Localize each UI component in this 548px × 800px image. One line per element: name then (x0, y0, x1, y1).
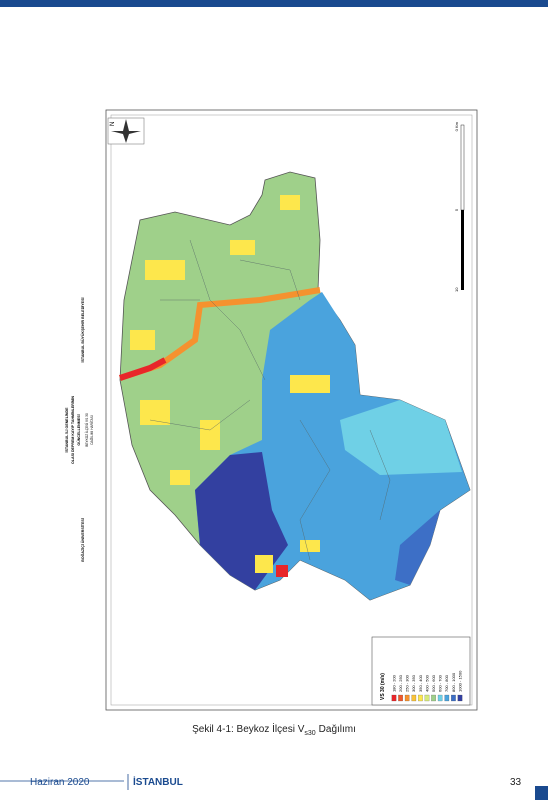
title-block-text: GÜNCELLENMESİ (76, 414, 81, 445)
legend-swatch (411, 694, 417, 702)
legend-label: 350 - 400 (418, 674, 423, 692)
red-corridor (119, 357, 167, 381)
legend-swatch (431, 694, 436, 702)
district-map (119, 171, 471, 601)
legend-label: 300 - 350 (411, 674, 416, 692)
title-block-text: DAĞILIMI HARİTASI (89, 415, 94, 444)
neighbourhood-lines (149, 239, 391, 561)
legend-label: 600 - 700 (438, 674, 443, 692)
legend-swatch (418, 694, 423, 702)
scale-label: 10 (454, 287, 459, 292)
page-number: 33 (510, 777, 522, 788)
legend-label: 200 - 250 (398, 674, 403, 692)
legend-label: 180 - 200 (391, 674, 396, 692)
legend-label: 500 - 600 (431, 674, 436, 692)
title-blocks: İSTANBUL BÜYÜKŞEHİR BELEDİYESİ İSTANBUL … (65, 298, 94, 562)
legend-swatch (404, 694, 410, 702)
caption-text: Dağılımı (319, 724, 356, 735)
north-label: N (110, 122, 116, 126)
title-block-text: BOĞAZİÇİ ÜNİVERSİTESİ (80, 518, 85, 562)
yellow-patches (130, 195, 330, 573)
title-block-text: İSTANBUL BÜYÜKŞEHİR BELEDİYESİ (80, 298, 85, 363)
legend-label: 1000 - 1500 (457, 670, 462, 692)
legend-swatch (398, 694, 403, 702)
legend-swatch (424, 694, 430, 702)
legend-title: VS 30 (m/s) (380, 673, 386, 700)
scale-bar-dark (461, 210, 464, 290)
legend-label: 250 - 300 (405, 674, 410, 692)
figure-caption: Şekil 4-1: Beykoz İlçesi Vs30 Dağılımı (192, 722, 356, 737)
scale-bar: 0 Km 5 10 (454, 121, 465, 292)
legend-swatch (391, 694, 397, 702)
legend-label: 800 - 1000 (451, 672, 456, 692)
legend-label: 400 - 500 (424, 674, 429, 692)
footer-date: Haziran 2020 (30, 777, 90, 788)
legend-swatch (457, 694, 463, 702)
dark-blue-zone-east (395, 510, 440, 585)
scale-label: 0 Km (454, 121, 459, 131)
title-block-text: OLASI DEPREM KAYIP TAHMİNLERİNİN (71, 396, 75, 464)
cyan-zone (340, 400, 462, 475)
top-bar (0, 0, 548, 7)
north-arrow: N (107, 117, 145, 145)
legend-swatch (437, 694, 443, 702)
footer-brand: İSTANBUL (133, 775, 183, 788)
scale-label: 5 (454, 208, 459, 211)
legend-swatch (444, 694, 450, 702)
corner-block (535, 786, 548, 800)
caption-text: Şekil 4-1: Beykoz İlçesi V (192, 722, 305, 735)
legend-swatch (451, 694, 456, 702)
legend-label: 700 - 800 (444, 674, 449, 692)
caption-subscript: s30 (304, 730, 315, 737)
legend-box (371, 636, 471, 706)
title-block-text: İSTANBUL İLİ GENELİNDE (65, 407, 69, 453)
red-patch (276, 565, 288, 577)
title-block-text: BEYKOZ İLÇESİ VS 30 (84, 413, 89, 447)
compass (111, 119, 141, 143)
map-inner-frame (110, 114, 473, 706)
scale-bar-light (460, 124, 465, 211)
legend: VS 30 (m/s) 180 - 200 200 - 250 250 - 300 3… (371, 636, 471, 706)
